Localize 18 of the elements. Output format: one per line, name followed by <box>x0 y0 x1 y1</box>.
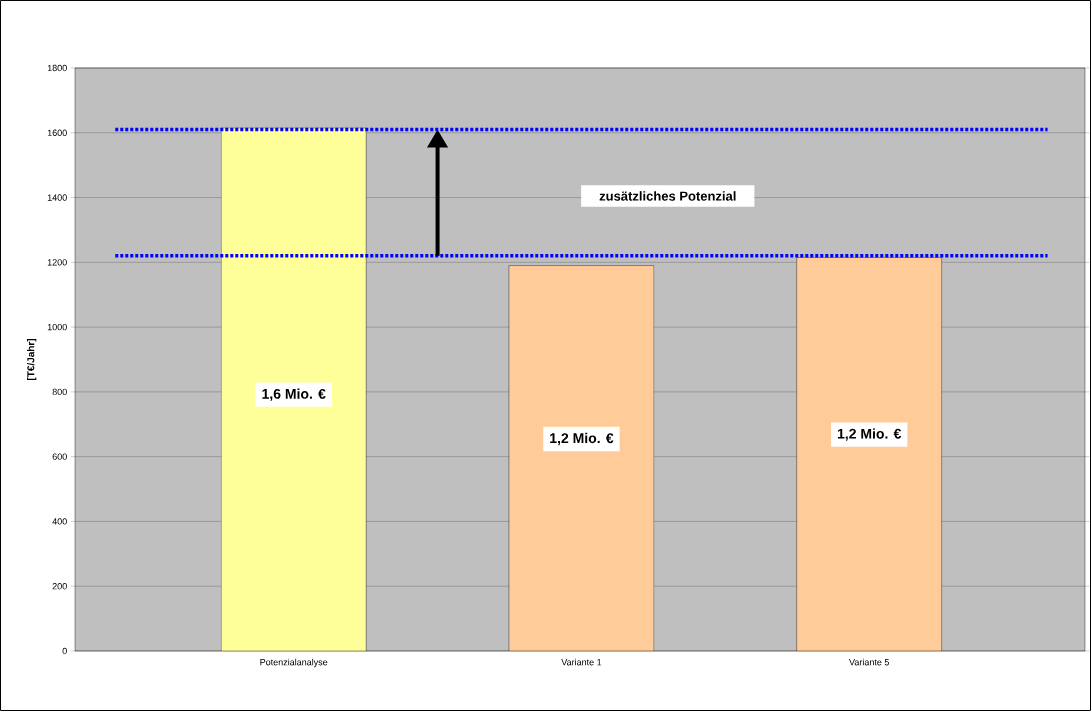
y-axis-title: [T€/Jahr] <box>27 338 37 381</box>
y-tick-label: 1600 <box>47 129 67 136</box>
y-tick-label: 400 <box>52 518 67 525</box>
x-tick-label: Potenzialanalyse <box>260 658 328 668</box>
x-tick-label: Variante 5 <box>849 658 889 666</box>
y-tick-label: 600 <box>52 453 67 460</box>
annotation: 1,2 Mio. € <box>837 428 902 441</box>
y-tick-label: 1200 <box>47 259 67 266</box>
y-tick-label: 0 <box>62 647 67 655</box>
y-tick-label: 1400 <box>47 194 67 201</box>
y-tick-label: 800 <box>52 388 67 396</box>
y-tick-label: 1000 <box>47 323 67 331</box>
annotation: 1,6 Mio. € <box>262 388 326 401</box>
y-tick-label: 1800 <box>47 64 67 72</box>
y-tick-label: 200 <box>52 583 67 590</box>
annotation: 1,2 Mio. € <box>550 432 614 446</box>
annotation: zusätzliches Potenzial <box>599 191 736 201</box>
x-tick-label: Variante 1 <box>561 658 602 666</box>
